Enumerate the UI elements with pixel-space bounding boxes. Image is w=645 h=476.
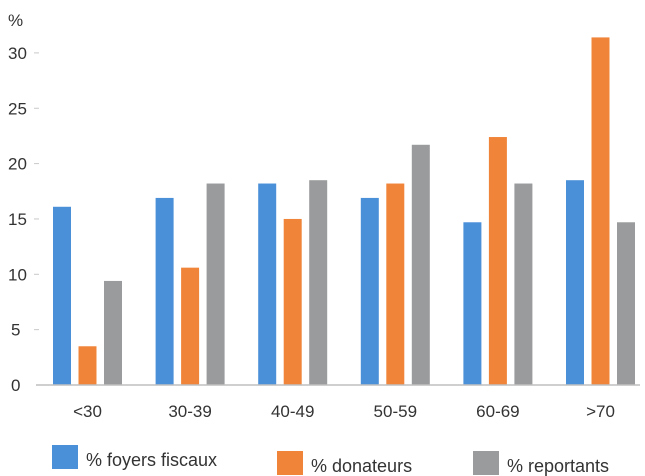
y-tick-label: 10	[8, 265, 27, 284]
bar-reportants-5	[617, 222, 635, 385]
bar-foyers-4	[463, 222, 482, 385]
y-tick-label: 20	[8, 155, 27, 174]
bar-foyers-3	[360, 197, 379, 385]
bar-reportants-0	[104, 280, 122, 385]
x-tick-label: 30-39	[168, 402, 211, 421]
bar-series-group	[53, 37, 635, 385]
bar-foyers-1	[155, 197, 174, 385]
bar-donateurs-0	[78, 346, 97, 385]
x-tick-label: 60-69	[476, 402, 519, 421]
y-tick-label: 30	[8, 44, 27, 63]
bar-donateurs-2	[283, 218, 302, 385]
bar-foyers-5	[566, 180, 584, 385]
y-tick-label: 5	[11, 321, 20, 340]
bar-reportants-1	[206, 183, 225, 385]
x-tick-label: 50-59	[374, 402, 417, 421]
x-axis: <30 30-39 40-49 50-59 60-69 >70	[73, 402, 615, 421]
y-axis: 0 5 10 15 20 25 30	[8, 44, 39, 395]
y-tick-label: 0	[11, 376, 20, 395]
y-tick-label: 15	[8, 210, 27, 229]
y-tick-label: 25	[8, 99, 27, 118]
bar-donateurs-5	[591, 37, 610, 385]
bar-donateurs-4	[488, 137, 507, 385]
bar-donateurs-3	[386, 183, 405, 385]
bar-reportants-3	[411, 144, 430, 385]
bar-foyers-0	[53, 206, 71, 385]
x-tick-label: >70	[586, 402, 615, 421]
x-tick-label: <30	[73, 402, 102, 421]
x-tick-label: 40-49	[271, 402, 314, 421]
bar-reportants-4	[514, 183, 533, 385]
y-axis-unit-label: %	[8, 11, 23, 30]
bar-reportants-2	[309, 180, 328, 385]
bar-donateurs-1	[181, 267, 200, 385]
bar-foyers-2	[258, 183, 277, 385]
